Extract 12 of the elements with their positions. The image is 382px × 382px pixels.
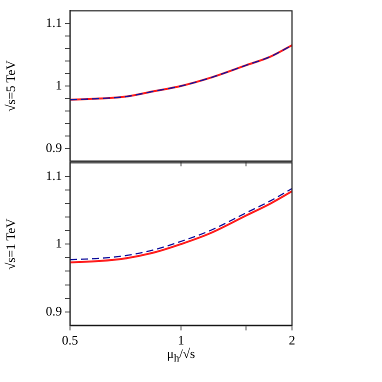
x-tick-label: 0.5 <box>62 332 78 348</box>
y-axis-title: √s=1 TeV <box>3 218 18 270</box>
y-tick-label: 0.9 <box>46 303 62 318</box>
y-axis-title: √s=5 TeV <box>3 60 18 112</box>
y-tick-label: 1.1 <box>46 14 62 30</box>
x-axis-title: μ$_{h}$/√s <box>166 346 196 365</box>
y-tick-label: 1 <box>56 77 62 92</box>
y-tick-label: 1.1 <box>46 168 62 183</box>
y-tick-label: 0.9 <box>46 140 62 156</box>
y-tick-label: 1 <box>56 236 62 251</box>
x-tick-label: 1 <box>178 332 184 348</box>
x-tick-label: 2 <box>288 332 296 348</box>
